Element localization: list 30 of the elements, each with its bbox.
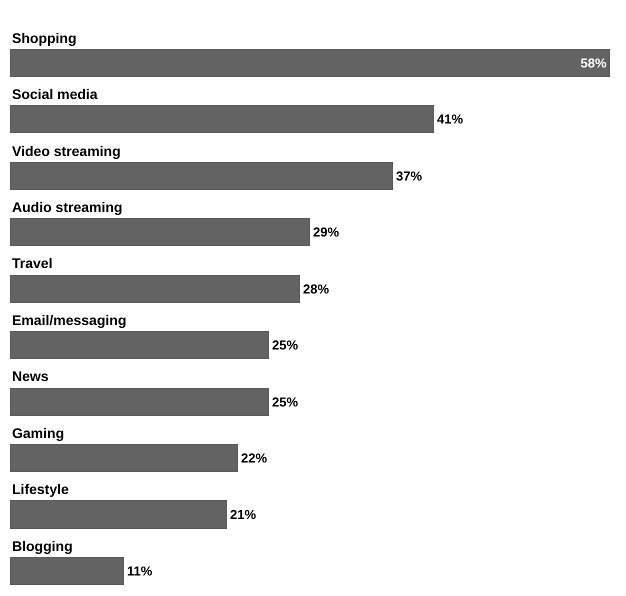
data-label: 25% [272, 338, 298, 352]
bar [10, 500, 227, 529]
y-tick-label: Gaming [12, 425, 64, 441]
bar [10, 388, 269, 416]
bar [10, 105, 434, 133]
y-tick-label: Social media [12, 86, 98, 102]
bar [10, 331, 269, 359]
data-label: 58% [580, 56, 607, 70]
y-tick-label: Lifestyle [12, 481, 70, 497]
y-tick-label: Email/messaging [12, 312, 126, 328]
data-label: 28% [303, 282, 330, 296]
y-tick-label: Video streaming [12, 143, 121, 159]
y-tick-label: Shopping [12, 30, 77, 46]
data-label: 21% [230, 507, 256, 522]
data-label: 29% [313, 224, 340, 240]
y-tick-label: Travel [12, 255, 52, 271]
bar [10, 275, 300, 303]
bar [10, 444, 238, 472]
y-tick-label: Blogging [12, 538, 73, 554]
bar [10, 557, 124, 585]
data-label: 11% [127, 564, 153, 578]
data-label: 41% [437, 112, 464, 126]
bar [10, 218, 310, 246]
y-tick-label: Audio streaming [12, 199, 122, 215]
bar [10, 49, 610, 77]
data-label: 22% [241, 450, 268, 466]
data-label: 25% [272, 394, 298, 410]
bar [10, 162, 393, 190]
y-tick-label: News [12, 368, 49, 384]
data-label: 37% [396, 168, 422, 184]
